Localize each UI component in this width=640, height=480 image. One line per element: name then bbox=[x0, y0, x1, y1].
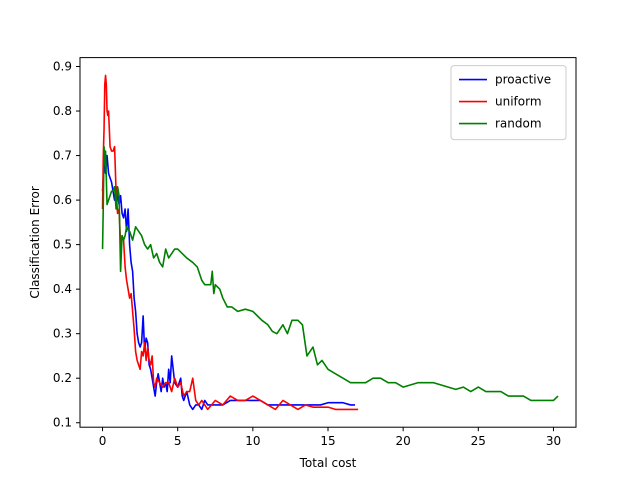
legend-label-proactive: proactive bbox=[495, 73, 551, 87]
x-tick-label: 20 bbox=[396, 434, 411, 448]
y-tick-label: 0.1 bbox=[53, 416, 72, 430]
x-tick-label: 10 bbox=[245, 434, 260, 448]
series-line-random bbox=[101, 145, 559, 402]
x-axis-ticks: 0 5 10 15 20 25 30 bbox=[99, 427, 561, 448]
legend-box bbox=[450, 65, 567, 141]
y-tick-label: 0.6 bbox=[53, 193, 72, 207]
series-line-proactive bbox=[101, 154, 356, 411]
y-tick-label: 0.8 bbox=[53, 104, 72, 118]
y-tick-label: 0.4 bbox=[53, 282, 72, 296]
x-tick-label: 0 bbox=[99, 434, 107, 448]
x-axis-label: Total cost bbox=[299, 456, 357, 470]
x-tick-label: 15 bbox=[320, 434, 335, 448]
y-tick-label: 0.2 bbox=[53, 371, 72, 385]
plot-lines bbox=[101, 74, 559, 411]
x-tick-label: 30 bbox=[546, 434, 561, 448]
legend-label-uniform: uniform bbox=[495, 95, 542, 109]
legend-label-random: random bbox=[495, 117, 542, 131]
y-tick-label: 0.9 bbox=[53, 60, 72, 74]
y-tick-label: 0.3 bbox=[53, 327, 72, 341]
series-line-uniform bbox=[101, 74, 359, 411]
x-tick-label: 5 bbox=[174, 434, 182, 448]
y-tick-label: 0.5 bbox=[53, 238, 72, 252]
legend: proactive uniform random bbox=[450, 65, 567, 141]
x-tick-label: 25 bbox=[471, 434, 486, 448]
y-axis-label: Classification Error bbox=[28, 186, 42, 299]
y-axis-ticks: 0.1 0.2 0.3 0.4 0.5 0.6 0.7 0.8 0.9 bbox=[53, 60, 80, 430]
y-tick-label: 0.7 bbox=[53, 149, 72, 163]
